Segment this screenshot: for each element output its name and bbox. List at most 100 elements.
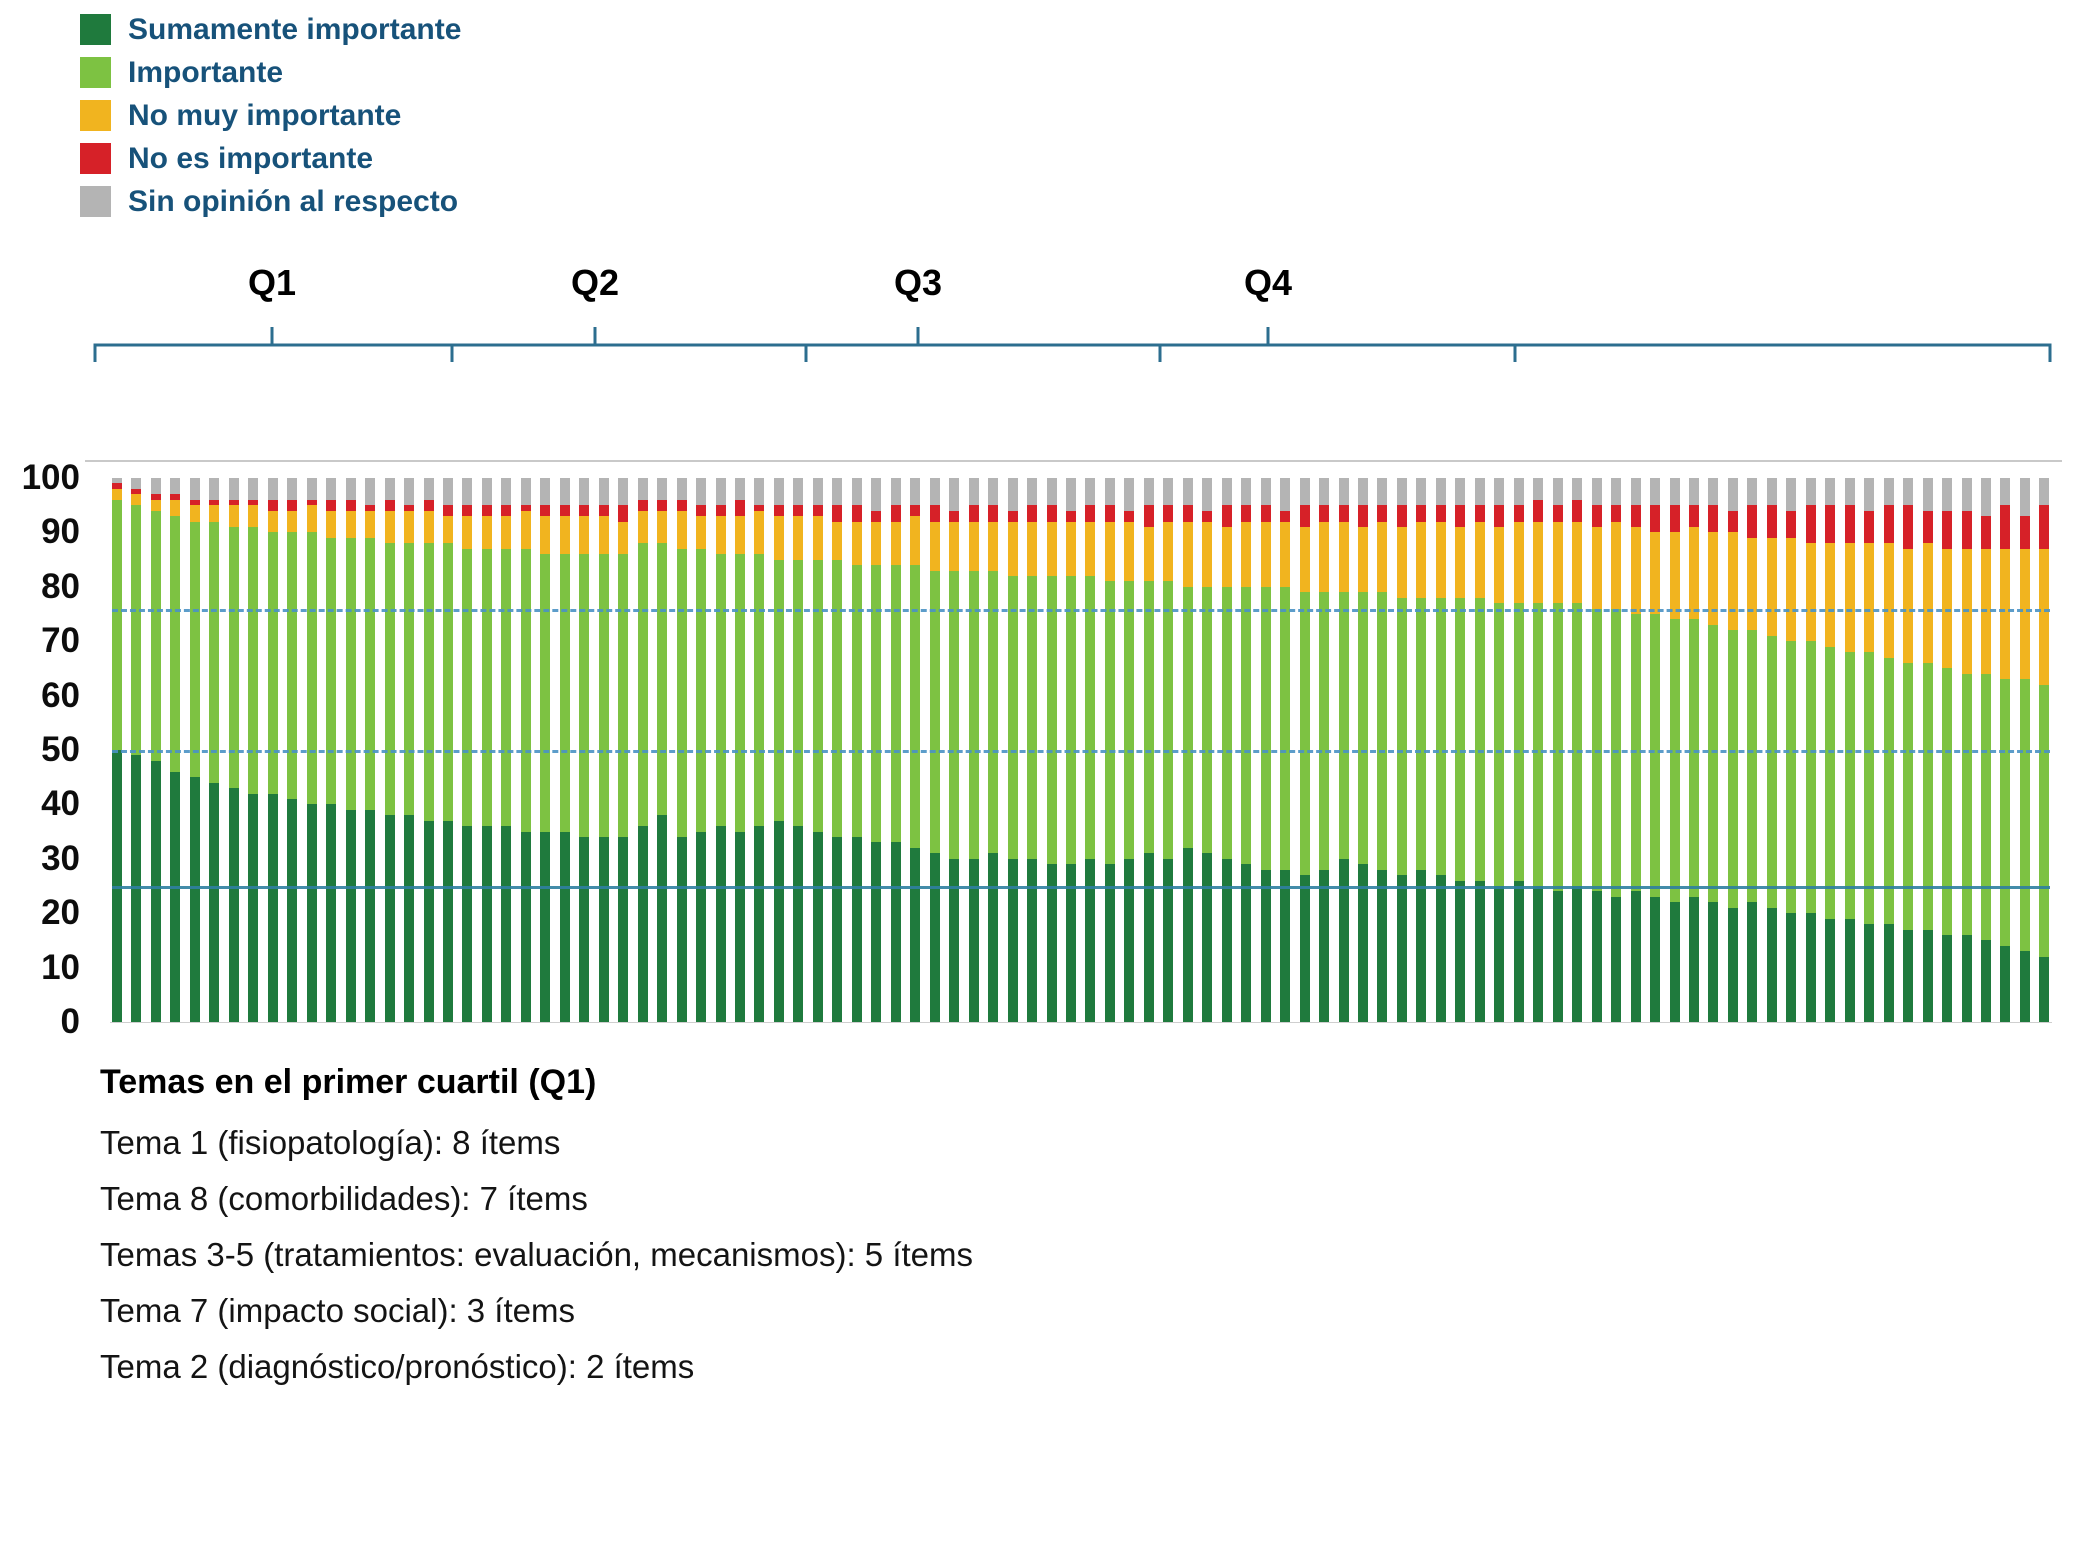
bar-94 <box>1922 478 1933 1022</box>
bar-segment-no-muy-importante <box>1124 521 1135 582</box>
bar-segment-importante <box>676 548 687 838</box>
bar-segment-no-es-importante <box>150 494 161 500</box>
bar-segment-no-muy-importante <box>1883 543 1894 658</box>
legend-label: Sumamente importante <box>128 13 462 46</box>
bar-segment-no-muy-importante <box>1474 521 1485 598</box>
bar-segment-importante <box>1766 635 1777 908</box>
bar-71 <box>1474 478 1485 1022</box>
reference-line-50 <box>112 750 2050 753</box>
bar-9 <box>267 478 278 1022</box>
legend-swatch-no-es-importante-icon <box>80 143 111 174</box>
bar-segment-sumamente-importante <box>1825 918 1836 1022</box>
bar-36 <box>793 478 804 1022</box>
bar-segment-sin-opinion <box>910 478 921 506</box>
legend-item-2: No muy importante <box>80 100 461 131</box>
bar-99 <box>2019 478 2030 1022</box>
bar-segment-sumamente-importante <box>1046 864 1057 1022</box>
bar-segment-importante <box>112 499 122 750</box>
bar-segment-importante <box>1221 586 1232 859</box>
bar-segment-no-muy-importante <box>988 521 999 571</box>
bar-segment-no-es-importante <box>1280 510 1291 522</box>
bar-segment-sin-opinion <box>1669 478 1680 506</box>
bar-segment-sin-opinion <box>1591 478 1602 506</box>
bar-segment-sin-opinion <box>1552 478 1563 506</box>
bar-segment-no-es-importante <box>1688 505 1699 527</box>
bar-segment-sumamente-importante <box>1688 896 1699 1022</box>
bar-segment-importante <box>1299 592 1310 876</box>
bar-63 <box>1319 478 1330 1022</box>
bar-41 <box>890 478 901 1022</box>
bar-segment-importante <box>696 548 707 832</box>
bar-segment-sumamente-importante <box>1533 886 1544 1022</box>
y-axis-tick-label: 40 <box>41 784 80 823</box>
bar-segment-sin-opinion <box>326 478 337 500</box>
bar-segment-no-muy-importante <box>287 510 298 533</box>
bar-segment-sin-opinion <box>1942 478 1953 511</box>
bar-segment-importante <box>1046 575 1057 865</box>
bar-segment-importante <box>1708 624 1719 903</box>
q1-topics-list: Tema 1 (fisiopatología): 8 ítems Tema 8 (… <box>100 1124 973 1386</box>
bar-segment-importante <box>929 570 940 854</box>
stacked-bar-chart <box>85 460 2062 1023</box>
bar-segment-no-muy-importante <box>1942 548 1953 669</box>
bar-43 <box>929 478 940 1022</box>
bar-segment-no-muy-importante <box>559 516 570 555</box>
bar-segment-sumamente-importante <box>1708 902 1719 1022</box>
bar-segment-no-muy-importante <box>1065 521 1076 576</box>
bar-11 <box>306 478 317 1022</box>
bar-segment-sumamente-importante <box>170 771 181 1022</box>
bar-segment-sumamente-importante <box>1221 858 1232 1022</box>
bar-segment-no-muy-importante <box>598 516 609 555</box>
bar-segment-sin-opinion <box>1435 478 1446 506</box>
y-axis-tick-label: 10 <box>41 948 80 987</box>
bar-segment-no-muy-importante <box>1007 521 1018 576</box>
bar-segment-no-muy-importante <box>929 521 940 571</box>
bar-segment-importante <box>657 543 668 816</box>
bar-segment-importante <box>1805 641 1816 914</box>
bar-segment-no-muy-importante <box>1104 521 1115 582</box>
bar-segment-sumamente-importante <box>1591 891 1602 1022</box>
bar-28 <box>637 478 648 1022</box>
y-axis-tick-label: 0 <box>60 1002 80 1041</box>
bar-segment-sumamente-importante <box>1669 902 1680 1022</box>
bar-13 <box>345 478 356 1022</box>
bar-segment-sin-opinion <box>540 478 551 506</box>
bar-segment-sin-opinion <box>1474 478 1485 506</box>
bar-segment-sin-opinion <box>1143 478 1154 506</box>
bar-26 <box>598 478 609 1022</box>
bar-58 <box>1221 478 1232 1022</box>
bar-segment-no-es-importante <box>1416 505 1427 522</box>
bar-32 <box>715 478 726 1022</box>
bar-segment-no-muy-importante <box>1046 521 1057 576</box>
bar-segment-sumamente-importante <box>1727 907 1738 1022</box>
bar-segment-no-es-importante <box>1435 505 1446 522</box>
bar-segment-sumamente-importante <box>1299 875 1310 1022</box>
bar-segment-importante <box>1027 575 1038 859</box>
bar-segment-sumamente-importante <box>1903 929 1914 1022</box>
bar-segment-sin-opinion <box>754 478 765 506</box>
bar-95 <box>1942 478 1953 1022</box>
bar-segment-no-muy-importante <box>306 505 317 533</box>
bar-segment-no-muy-importante <box>1221 526 1232 587</box>
bar-segment-no-muy-importante <box>267 510 278 533</box>
bar-segment-importante <box>1727 630 1738 908</box>
bar-segment-sin-opinion <box>1708 478 1719 506</box>
bar-49 <box>1046 478 1057 1022</box>
bar-segment-sumamente-importante <box>306 804 317 1022</box>
bar-segment-sin-opinion <box>1844 478 1855 506</box>
bar-4 <box>170 478 181 1022</box>
bar-segment-no-es-importante <box>170 494 181 500</box>
bar-segment-sin-opinion <box>1766 478 1777 506</box>
bar-segment-importante <box>287 532 298 799</box>
y-axis-tick-label: 80 <box>41 567 80 606</box>
bar-100 <box>2039 478 2050 1022</box>
bar-segment-importante <box>267 532 278 794</box>
bar-segment-no-muy-importante <box>657 510 668 544</box>
bar-87 <box>1786 478 1797 1022</box>
bar-segment-sumamente-importante <box>1104 864 1115 1022</box>
bar-segment-sumamente-importante <box>618 837 629 1022</box>
bar-segment-sin-opinion <box>131 478 142 489</box>
bar-segment-sumamente-importante <box>1241 864 1252 1022</box>
bar-segment-sin-opinion <box>1903 478 1914 506</box>
bar-segment-sumamente-importante <box>540 831 551 1022</box>
